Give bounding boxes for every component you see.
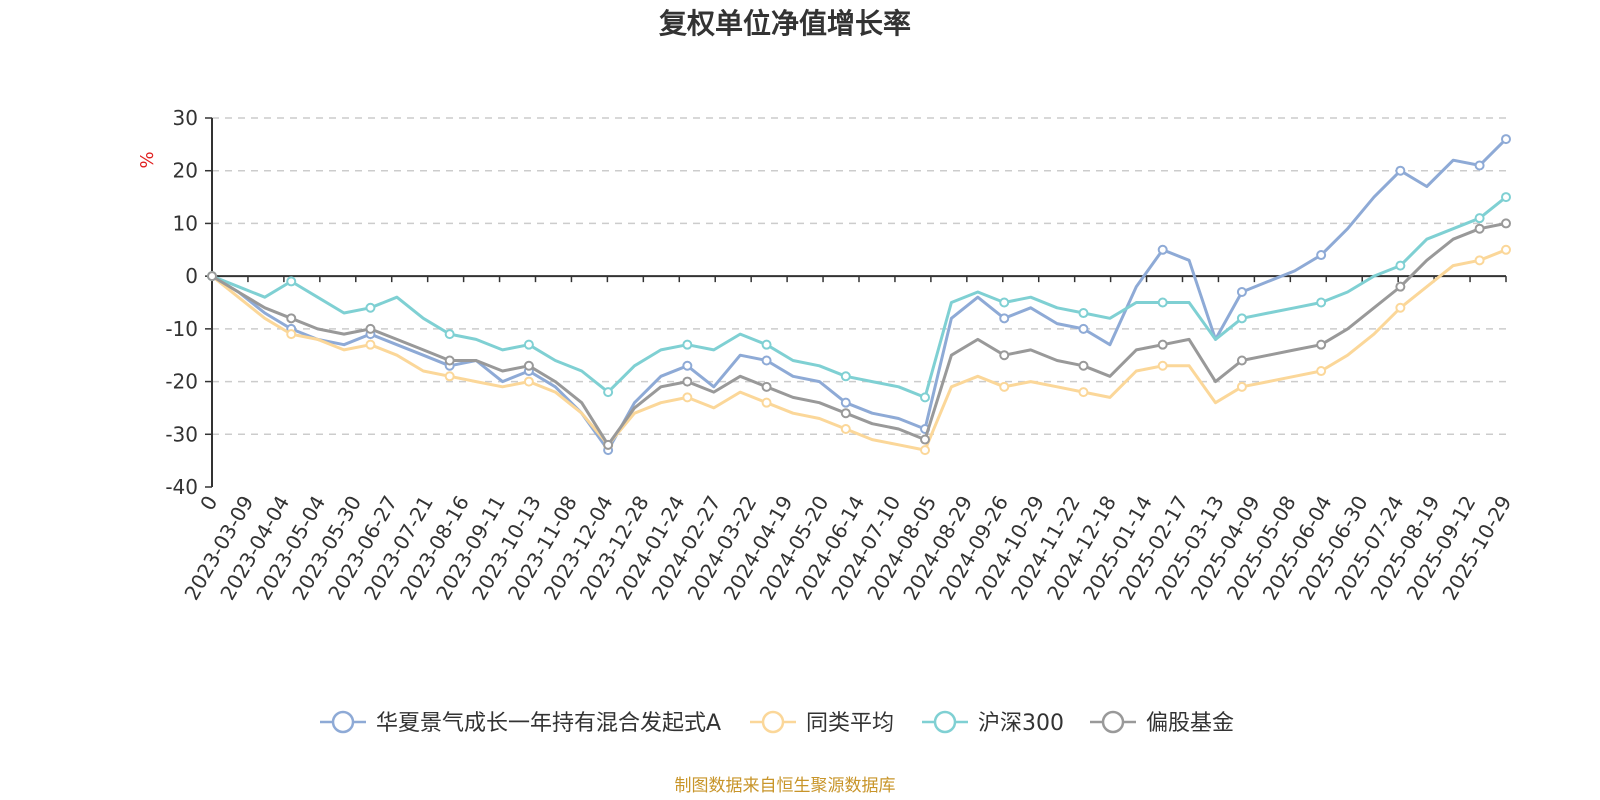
data-point [365,323,376,334]
data-point [1236,286,1247,297]
data-point [365,339,376,350]
legend-marker [933,710,957,734]
data-point [1474,223,1485,234]
x-tick-labels: 02023-03-092023-04-042023-05-042023-05-3… [179,492,1516,605]
legend-label: 同类平均 [806,711,894,736]
data-point [761,355,772,366]
series-lines [207,134,1511,456]
legend-item[interactable]: 偏股基金 [1090,710,1234,736]
data-point [286,276,297,287]
data-point [365,302,376,313]
data-point [840,408,851,419]
legend-label: 偏股基金 [1146,711,1234,736]
data-point [1474,213,1485,224]
data-point [682,392,693,403]
data-point [920,392,931,403]
data-point [1078,360,1089,371]
data-point [1157,244,1168,255]
axes [205,117,1507,488]
data-point [682,376,693,387]
x-tick-label: 0 [195,492,222,515]
data-point [1395,281,1406,292]
y-tick-label: 0 [185,264,198,288]
data-point [682,360,693,371]
legend[interactable]: 华夏景气成长一年持有混合发起式A 同类平均 沪深300 偏股基金 [320,710,1234,736]
legend-marker [1101,710,1125,734]
data-point [1474,255,1485,266]
data-point [999,313,1010,324]
data-source-note: 制图数据来自恒生聚源数据库 [675,776,896,796]
data-point [1157,297,1168,308]
data-point [920,434,931,445]
data-point [1501,218,1511,229]
data-point [761,381,772,392]
data-point [1157,360,1168,371]
data-point [1395,165,1406,176]
data-point [999,297,1010,308]
data-point [840,424,851,435]
data-point [1395,260,1406,271]
data-point [1316,297,1327,308]
legend-label: 沪深300 [978,711,1064,736]
data-point [999,350,1010,361]
y-tick-label: -20 [165,370,198,394]
data-point [840,397,851,408]
data-point [1316,250,1327,261]
y-tick-label: 20 [173,159,198,183]
y-tick-label: -30 [165,422,198,446]
data-point [286,329,297,340]
data-point [444,329,455,340]
data-point [1078,308,1089,319]
y-tick-label: 10 [173,211,198,235]
y-axis-label: % [137,151,158,168]
data-point [1316,366,1327,377]
y-tick-labels: 30 20 10 0 -10 -20 -30 -40 [165,106,198,499]
data-point [1078,323,1089,334]
data-point [999,381,1010,392]
series-line-2 [211,195,1507,399]
data-point [761,397,772,408]
legend-item[interactable]: 同类平均 [750,710,894,736]
data-point [1501,244,1511,255]
data-point [1236,313,1247,324]
data-point [1316,339,1327,350]
data-point [1501,134,1511,145]
data-point [1078,387,1089,398]
data-point [603,439,614,450]
series-line-1 [211,248,1507,452]
chart-title: 复权单位净值增长率 [659,7,911,40]
data-point [1236,355,1247,366]
legend-marker [331,710,355,734]
data-point [523,339,534,350]
legend-item[interactable]: 沪深300 [922,710,1064,736]
series-line-3 [211,221,1507,447]
data-point [1236,381,1247,392]
data-point [682,339,693,350]
legend-label: 华夏景气成长一年持有混合发起式A [376,711,721,736]
data-point [1501,192,1511,203]
data-point [207,271,217,282]
data-point [444,371,455,382]
data-point [1157,339,1168,350]
data-point [603,387,614,398]
data-point [1474,160,1485,171]
data-point [523,376,534,387]
data-point [444,355,455,366]
series-line-0 [211,138,1508,452]
data-point [286,313,297,324]
y-tick-label: -10 [165,317,198,341]
data-point [523,360,534,371]
data-point [840,371,851,382]
y-tick-label: 30 [173,106,198,130]
y-tick-label: -40 [165,475,198,499]
legend-marker [761,710,785,734]
data-point [1395,302,1406,313]
legend-item[interactable]: 华夏景气成长一年持有混合发起式A [320,710,721,736]
data-point [920,445,931,456]
data-point [761,339,772,350]
